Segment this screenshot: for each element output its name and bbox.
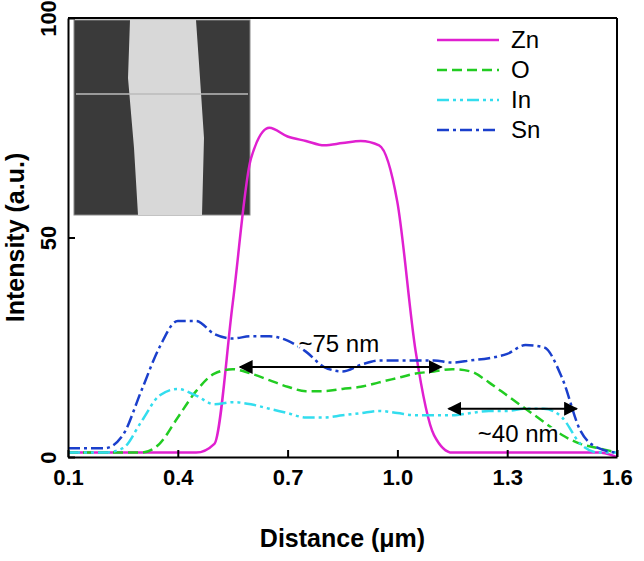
chart: 0.1 0.4 0.7 1.0 1.3 1.6 0 50 100 Zn O In Sn ~75 nm ~40… [0, 0, 644, 561]
series-line [68, 369, 617, 452]
x-axis-title: Distance (μm) [260, 524, 425, 552]
frame [68, 17, 617, 19]
axis-line [69, 457, 618, 459]
legend-swatch [437, 39, 499, 42]
legend: Zn O In Sn [437, 26, 540, 143]
inset-wire [128, 20, 204, 215]
inset-frame [74, 20, 250, 215]
plot: 0.1 0.4 0.7 1.0 1.3 1.6 0 50 100 Zn O In Sn ~75 nm ~40… [36, 0, 633, 489]
y-axis-title: Intensity (a.u.) [1, 153, 29, 322]
tick-label: 0.4 [163, 465, 194, 490]
tick-mark [177, 450, 179, 457]
annotation-label: ~75 nm [298, 330, 379, 357]
series-line [68, 128, 617, 457]
annotation-arrow [240, 366, 441, 368]
tick-label: 1.3 [492, 465, 523, 490]
series-line [68, 321, 617, 453]
tick-label: 1.0 [383, 465, 414, 490]
lines [68, 128, 617, 457]
tick-label: 50 [36, 226, 61, 250]
tick-mark [68, 237, 75, 239]
tick-mark [507, 450, 509, 457]
tick-label: 0 [36, 451, 61, 463]
tick-mark [397, 450, 399, 457]
legend-label: Zn [511, 26, 539, 53]
x-tick: 1.0 [383, 450, 414, 490]
x-tick: 1.3 [492, 450, 523, 490]
legend-label: Sn [511, 116, 540, 143]
legend-swatch [437, 69, 499, 72]
tick-label: 100 [36, 0, 61, 37]
y-axis: 0 50 100 [36, 0, 75, 463]
x-axis: 0.1 0.4 0.7 1.0 1.3 1.6 [53, 450, 633, 490]
frame [616, 18, 618, 457]
annotation-label: ~40 nm [478, 420, 559, 447]
legend-label: O [511, 56, 530, 83]
series-line [68, 389, 617, 453]
inset-image [74, 20, 250, 215]
tick-mark [68, 457, 75, 459]
legend-swatch [437, 99, 499, 102]
x-tick: 0.4 [163, 450, 194, 490]
tick-label: 0.1 [53, 465, 84, 490]
y-tick: 50 [36, 226, 75, 250]
legend-label: In [511, 86, 531, 113]
tick-label: 0.7 [273, 465, 304, 490]
annotations: ~75 nm ~40 nm [240, 330, 577, 447]
legend-swatch [437, 129, 499, 132]
annotation-arrow [449, 408, 577, 410]
inset-scan-line [76, 93, 248, 95]
tick-label: 1.6 [602, 465, 633, 490]
y-tick: 0 [36, 451, 75, 463]
tick-mark [287, 450, 289, 457]
x-tick: 0.7 [273, 450, 304, 490]
